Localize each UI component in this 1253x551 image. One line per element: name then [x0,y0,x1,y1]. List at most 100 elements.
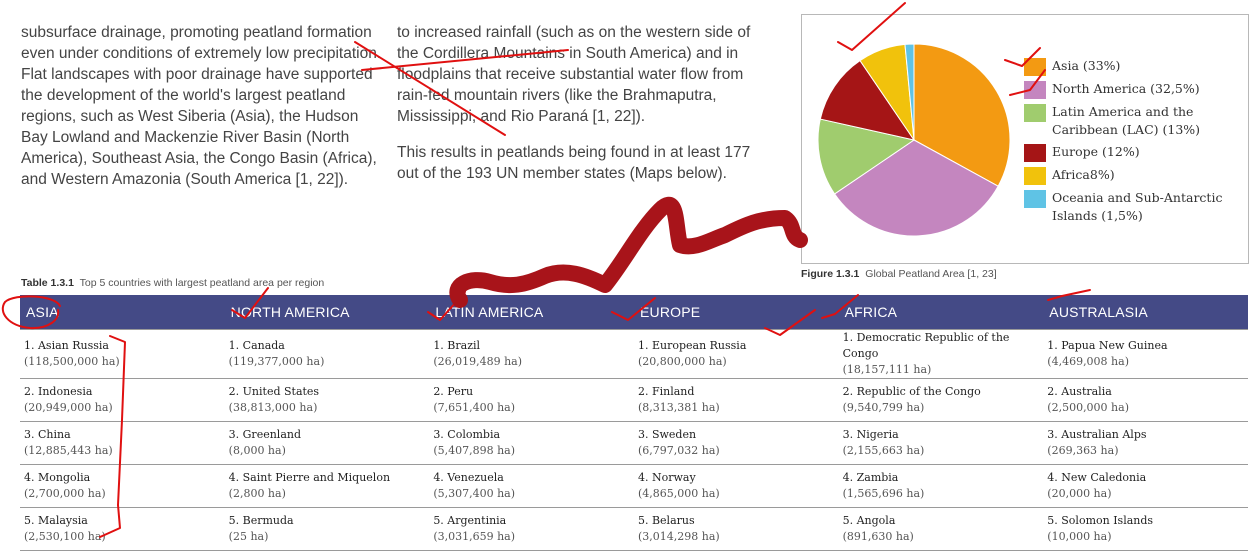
country-name: 3. Greenland [228,428,301,441]
table-cell: 5. Belarus (3,014,298 ha) [633,507,839,551]
table-cell: 4. Zambia (1,565,696 ha) [838,464,1044,508]
table-cell: 4. Norway (4,865,000 ha) [633,464,839,508]
peatland-area: (2,530,100 ha) [24,530,106,543]
legend-swatch [1024,144,1046,162]
table-body: 1. Asian Russia (118,500,000 ha) 1. Canada… [20,329,1248,551]
country-name: 4. Venezuela [433,471,504,484]
country-name: 3. Sweden [637,428,697,441]
country-name: 1. European Russia [637,339,747,352]
legend-label: Africa8%) [1052,167,1115,182]
table-cell: 3. Australian Alps (269,363 ha) [1043,421,1248,465]
figure-caption-text: Global Peatland Area [1, 23] [865,268,997,280]
table-header-row: ASIA NORTH AMERICA LATIN AMERICA EUROPE AFRI… [20,295,1248,330]
figure-caption-label: Figure 1.3.1 [801,268,860,280]
country-name: 5. Solomon Islands [1047,514,1154,527]
country-name: 4. New Caledonia [1047,471,1147,484]
thick-scribble [449,196,808,308]
pie-slice-2 [817,118,916,195]
legend-item: North America (32,5%) [1024,80,1239,99]
country-name: 5. Angola [842,514,896,527]
legend-swatch [1024,104,1046,122]
legend-item: Europe (12%) [1024,143,1239,162]
pie-slice-0 [913,43,1011,187]
peatland-area: (8,000 ha) [228,444,286,457]
country-name: 3. Australian Alps [1047,428,1147,441]
chart-legend: Asia (33%) North America (32,5%) Latin Ame… [1024,57,1239,229]
peatland-area: (2,155,663 ha) [842,444,925,457]
table-caption: Table 1.3.1 Top 5 countries with largest… [21,277,324,289]
table-row: 5. Malaysia (2,530,100 ha) 5. Bermuda (25 h… [20,507,1248,551]
table-cell: 2. Peru (7,651,400 ha) [429,378,634,422]
figure-caption: Figure 1.3.1 Global Peatland Area [1, 23… [801,268,997,280]
peatland-area: (119,377,000 ha) [228,355,325,368]
peatland-area: (2,800 ha) [228,487,286,500]
peatland-area: (5,307,400 ha) [433,487,516,500]
table-cell: 2. Republic of the Congo (9,540,799 ha) [838,378,1044,422]
legend-swatch [1024,81,1046,99]
country-name: 3. China [24,428,71,441]
peatland-area: (3,031,659 ha) [433,530,516,543]
table-row: 1. Asian Russia (118,500,000 ha) 1. Canada… [20,329,1248,379]
peatland-area: (20,800,000 ha) [637,355,727,368]
table-caption-text: Top 5 countries with largest peatland ar… [79,277,325,289]
table-row: 3. China (12,885,443 ha) 3. Greenland (8,00… [20,421,1248,465]
peatland-area: (38,813,000 ha) [228,401,318,414]
legend-item: Africa8%) [1024,166,1239,185]
table-caption-label: Table 1.3.1 [21,277,74,289]
country-name: 2. Australia [1047,385,1112,398]
peatland-area: (20,000 ha) [1047,487,1112,500]
legend-label: North America (32,5%) [1052,81,1200,96]
table-cell: 3. China (12,885,443 ha) [20,421,225,465]
country-name: 4. Saint Pierre and Miquelon [228,471,391,484]
table-cell: 2. United States (38,813,000 ha) [224,378,430,422]
peatland-area: (5,407,898 ha) [433,444,516,457]
country-name: 3. Colombia [433,428,501,441]
peatland-area: (6,797,032 ha) [637,444,720,457]
country-name: 5. Argentinia [433,514,507,527]
table-cell: 2. Finland (8,313,381 ha) [633,378,839,422]
peatland-area: (2,700,000 ha) [24,487,106,500]
column-header: ASIA [20,295,225,330]
pie-chart-figure: Asia (33%) North America (32,5%) Latin Ame… [801,14,1249,264]
table-cell: 1. Canada (119,377,000 ha) [224,329,430,379]
table-cell: 5. Argentinia (3,031,659 ha) [429,507,634,551]
text-column-right: to increased rainfall (such as on the we… [397,22,767,199]
table-cell: 3. Colombia (5,407,898 ha) [429,421,634,465]
country-name: 5. Belarus [637,514,695,527]
column-header: LATIN AMERICA [429,295,634,330]
legend-label: Europe (12%) [1052,144,1140,159]
column-header: NORTH AMERICA [224,295,430,330]
peatland-area: (20,949,000 ha) [24,401,113,414]
table-cell: 5. Solomon Islands (10,000 ha) [1043,507,1248,551]
country-name: 5. Bermuda [228,514,294,527]
right-column-paragraph: to increased rainfall (such as on the we… [397,24,751,125]
country-name: 3. Nigeria [842,428,899,441]
column-header: AUSTRALASIA [1043,295,1248,330]
peatland-area: (118,500,000 ha) [24,355,120,368]
table-cell: 5. Bermuda (25 ha) [224,507,430,551]
pie-chart [817,43,1011,237]
country-name: 1. Brazil [433,339,481,352]
peatland-area: (4,865,000 ha) [637,487,720,500]
peatland-area: (4,469,008 ha) [1047,355,1129,368]
country-name: 2. Peru [433,385,474,398]
legend-item: Asia (33%) [1024,57,1239,76]
legend-swatch [1024,167,1046,185]
table-cell: 1. Democratic Republic of the Congo (18,1… [838,329,1044,379]
left-column-paragraph: subsurface drainage, promoting peatland … [21,24,382,188]
table-cell: 1. European Russia (20,800,000 ha) [633,329,839,379]
country-name: 1. Canada [228,339,285,352]
pie-slice-1 [833,139,999,237]
legend-label: Asia (33%) [1052,58,1121,73]
legend-item: Latin America and the Caribbean (LAC) (1… [1024,103,1239,139]
country-name: 2. Indonesia [24,385,93,398]
country-name: 1. Asian Russia [24,339,109,352]
table-cell: 4. New Caledonia (20,000 ha) [1043,464,1248,508]
peatland-area: (8,313,381 ha) [637,401,720,414]
table-cell: 1. Papua New Guinea (4,469,008 ha) [1043,329,1248,379]
country-name: 2. United States [228,385,320,398]
country-name: 4. Zambia [842,471,899,484]
text-column-left: subsurface drainage, promoting peatland … [21,22,386,205]
legend-label: Latin America and the Caribbean (LAC) (1… [1052,104,1201,137]
country-name: 1. Papua New Guinea [1047,339,1168,352]
